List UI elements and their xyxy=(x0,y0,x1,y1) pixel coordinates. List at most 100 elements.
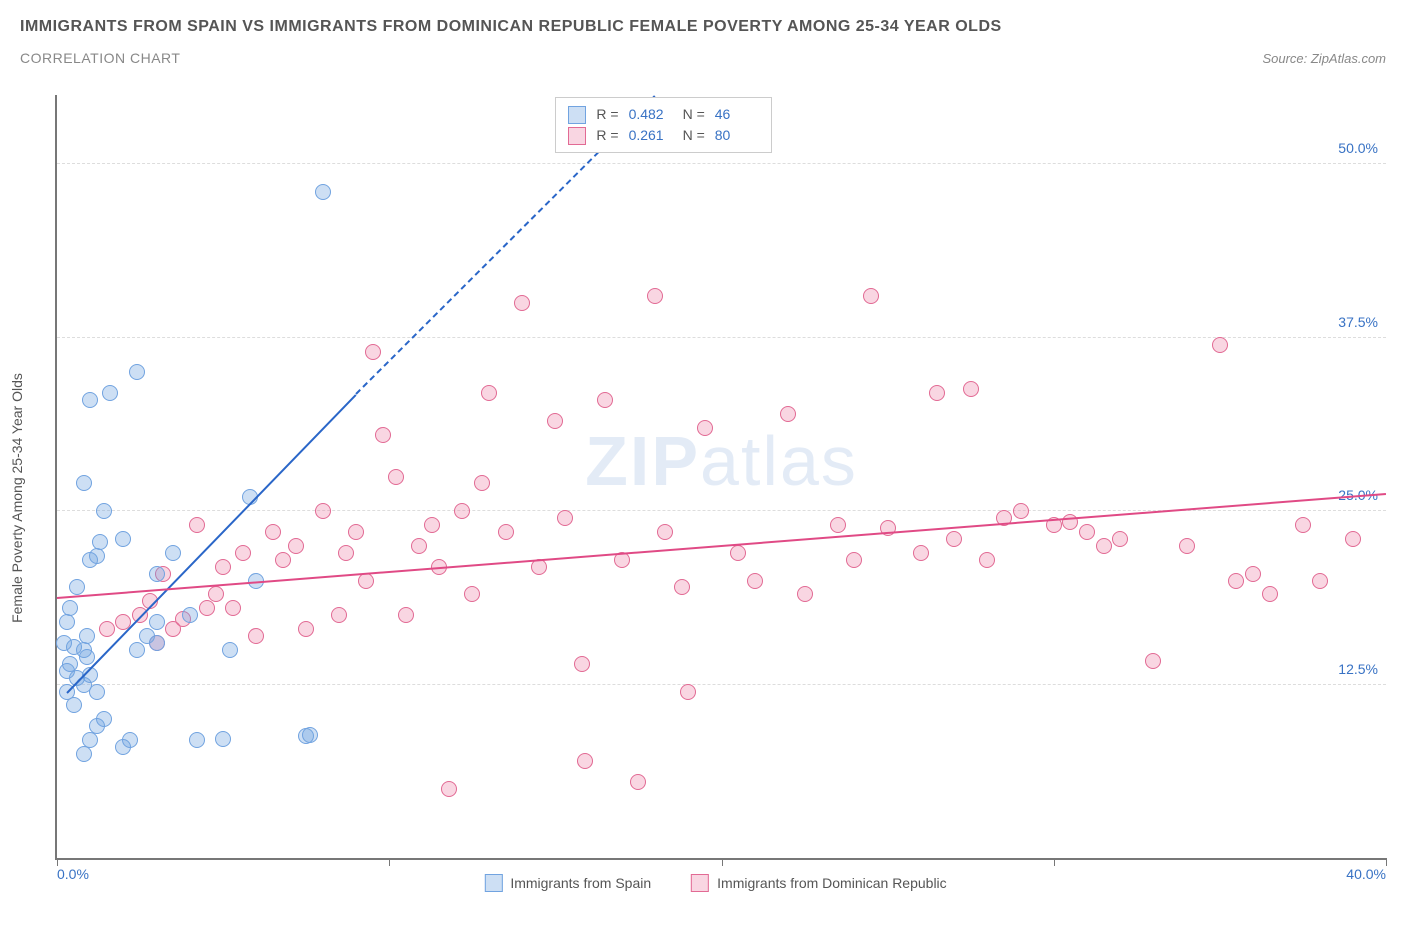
data-point-dr xyxy=(315,503,331,519)
data-point-dr xyxy=(1212,337,1228,353)
data-point-spain xyxy=(302,727,318,743)
data-point-dr xyxy=(780,406,796,422)
data-point-dr xyxy=(474,475,490,491)
data-point-dr xyxy=(199,600,215,616)
legend-label-spain: Immigrants from Spain xyxy=(510,875,651,891)
data-point-spain xyxy=(79,649,95,665)
data-point-spain xyxy=(122,732,138,748)
data-point-spain xyxy=(62,600,78,616)
data-point-spain xyxy=(129,642,145,658)
data-point-spain xyxy=(215,731,231,747)
data-point-spain xyxy=(182,607,198,623)
legend: Immigrants from Spain Immigrants from Do… xyxy=(484,874,946,892)
data-point-dr xyxy=(913,545,929,561)
data-point-dr xyxy=(946,531,962,547)
data-point-dr xyxy=(747,573,763,589)
data-point-dr xyxy=(441,781,457,797)
data-point-dr xyxy=(225,600,241,616)
data-point-dr xyxy=(365,344,381,360)
x-tick-label-min: 0.0% xyxy=(57,866,89,882)
data-point-dr xyxy=(1096,538,1112,554)
data-point-dr xyxy=(597,392,613,408)
data-point-dr xyxy=(1228,573,1244,589)
data-point-dr xyxy=(215,559,231,575)
data-point-dr xyxy=(208,586,224,602)
data-point-spain xyxy=(76,746,92,762)
data-point-dr xyxy=(498,524,514,540)
plot-region: ZIPatlas 12.5%25.0%37.5%50.0%0.0%40.0%R … xyxy=(55,95,1386,860)
legend-label-dr: Immigrants from Dominican Republic xyxy=(717,875,947,891)
data-point-dr xyxy=(647,288,663,304)
data-point-dr xyxy=(1245,566,1261,582)
stats-r-label: R = xyxy=(596,104,618,125)
data-point-spain xyxy=(92,534,108,550)
data-point-dr xyxy=(235,545,251,561)
x-tick-mark xyxy=(57,858,58,866)
data-point-dr xyxy=(630,774,646,790)
regression-line-spain xyxy=(66,394,356,694)
x-tick-label-max: 40.0% xyxy=(1346,866,1386,882)
data-point-dr xyxy=(424,517,440,533)
data-point-dr xyxy=(557,510,573,526)
data-point-dr xyxy=(398,607,414,623)
data-point-spain xyxy=(76,475,92,491)
gridline xyxy=(57,684,1386,685)
stats-box: R =0.482N =46R =0.261N =80 xyxy=(555,97,771,153)
gridline xyxy=(57,337,1386,338)
data-point-dr xyxy=(1179,538,1195,554)
data-point-dr xyxy=(388,469,404,485)
data-point-dr xyxy=(830,517,846,533)
data-point-dr xyxy=(697,420,713,436)
data-point-dr xyxy=(574,656,590,672)
x-tick-mark xyxy=(1386,858,1387,866)
y-tick-label: 37.5% xyxy=(1338,314,1378,330)
data-point-dr xyxy=(338,545,354,561)
x-tick-mark xyxy=(389,858,390,866)
data-point-dr xyxy=(846,552,862,568)
data-point-dr xyxy=(963,381,979,397)
data-point-spain xyxy=(149,566,165,582)
stats-swatch xyxy=(568,127,586,145)
data-point-dr xyxy=(1295,517,1311,533)
stats-swatch xyxy=(568,106,586,124)
data-point-dr xyxy=(348,524,364,540)
stats-r-value: 0.261 xyxy=(629,125,673,146)
legend-item-dr: Immigrants from Dominican Republic xyxy=(691,874,947,892)
data-point-spain xyxy=(315,184,331,200)
data-point-spain xyxy=(96,711,112,727)
stats-n-value: 80 xyxy=(715,125,759,146)
data-point-dr xyxy=(730,545,746,561)
legend-swatch-spain xyxy=(484,874,502,892)
y-tick-label: 50.0% xyxy=(1338,140,1378,156)
data-point-spain xyxy=(79,628,95,644)
data-point-spain xyxy=(82,392,98,408)
data-point-spain xyxy=(69,579,85,595)
data-point-spain xyxy=(66,697,82,713)
data-point-dr xyxy=(979,552,995,568)
data-point-dr xyxy=(1013,503,1029,519)
data-point-dr xyxy=(1312,573,1328,589)
legend-swatch-dr xyxy=(691,874,709,892)
source-attribution: Source: ZipAtlas.com xyxy=(1262,51,1386,66)
data-point-spain xyxy=(189,732,205,748)
data-point-dr xyxy=(547,413,563,429)
watermark: ZIPatlas xyxy=(585,421,858,501)
data-point-dr xyxy=(1262,586,1278,602)
stats-n-value: 46 xyxy=(715,104,759,125)
data-point-dr xyxy=(275,552,291,568)
data-point-dr xyxy=(514,295,530,311)
chart-subtitle: CORRELATION CHART xyxy=(20,50,180,66)
stats-r-label: R = xyxy=(596,125,618,146)
data-point-dr xyxy=(680,684,696,700)
data-point-dr xyxy=(464,586,480,602)
data-point-spain xyxy=(59,614,75,630)
data-point-dr xyxy=(1345,531,1361,547)
data-point-dr xyxy=(1079,524,1095,540)
data-point-spain xyxy=(129,364,145,380)
data-point-dr xyxy=(929,385,945,401)
data-point-spain xyxy=(96,503,112,519)
data-point-dr xyxy=(375,427,391,443)
data-point-dr xyxy=(657,524,673,540)
data-point-spain xyxy=(89,684,105,700)
data-point-dr xyxy=(454,503,470,519)
